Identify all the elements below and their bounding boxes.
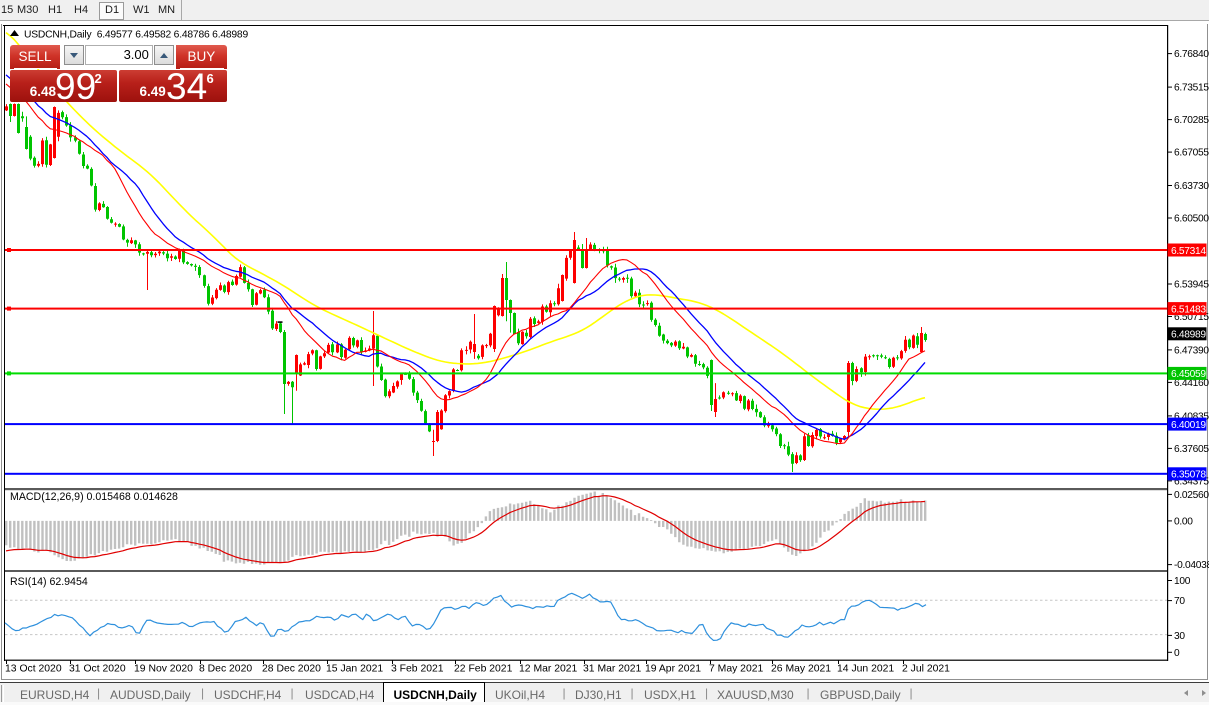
svg-text:6.60500: 6.60500 bbox=[1174, 214, 1209, 225]
svg-text:6.40835: 6.40835 bbox=[1174, 412, 1209, 423]
svg-text:6.48989: 6.48989 bbox=[1171, 330, 1206, 341]
svg-text:15 Jan 2021: 15 Jan 2021 bbox=[326, 664, 383, 675]
svg-text:0: 0 bbox=[1174, 648, 1180, 659]
svg-text:6.40019: 6.40019 bbox=[1171, 420, 1206, 431]
svg-text:6.45059: 6.45059 bbox=[1171, 369, 1206, 380]
svg-text:28 Dec 2020: 28 Dec 2020 bbox=[262, 664, 321, 675]
svg-text:6.34375: 6.34375 bbox=[1174, 477, 1209, 488]
svg-text:6.67055: 6.67055 bbox=[1174, 148, 1209, 159]
svg-text:MACD(12,26,9) 0.015468 0.01462: MACD(12,26,9) 0.015468 0.014628 bbox=[10, 491, 178, 503]
svg-text:19 Apr 2021: 19 Apr 2021 bbox=[645, 664, 701, 675]
svg-text:0.025609: 0.025609 bbox=[1174, 490, 1209, 501]
svg-text:3 Feb 2021: 3 Feb 2021 bbox=[391, 664, 444, 675]
svg-text:6.47390: 6.47390 bbox=[1174, 346, 1209, 357]
svg-text:6.51483: 6.51483 bbox=[1171, 304, 1206, 315]
svg-text:26 May 2021: 26 May 2021 bbox=[771, 664, 831, 675]
svg-text:13 Oct 2020: 13 Oct 2020 bbox=[5, 664, 62, 675]
svg-text:70: 70 bbox=[1174, 596, 1185, 607]
svg-text:100: 100 bbox=[1174, 576, 1191, 587]
svg-text:6.76840: 6.76840 bbox=[1174, 49, 1209, 60]
svg-text:8 Dec 2020: 8 Dec 2020 bbox=[199, 664, 252, 675]
svg-text:-0.040386: -0.040386 bbox=[1174, 560, 1209, 571]
svg-text:6.70285: 6.70285 bbox=[1174, 115, 1209, 126]
svg-text:6.37605: 6.37605 bbox=[1174, 444, 1209, 455]
svg-text:14 Jun 2021: 14 Jun 2021 bbox=[837, 664, 894, 675]
svg-text:30: 30 bbox=[1174, 631, 1185, 642]
svg-text:6.73515: 6.73515 bbox=[1174, 83, 1209, 94]
svg-text:6.53945: 6.53945 bbox=[1174, 280, 1209, 291]
svg-text:19 Nov 2020: 19 Nov 2020 bbox=[134, 664, 193, 675]
svg-text:31 Oct 2020: 31 Oct 2020 bbox=[69, 664, 126, 675]
svg-text:6.57314: 6.57314 bbox=[1171, 246, 1206, 257]
svg-text:2 Jul 2021: 2 Jul 2021 bbox=[902, 664, 950, 675]
svg-text:6.63730: 6.63730 bbox=[1174, 181, 1209, 192]
svg-text:RSI(14) 62.9454: RSI(14) 62.9454 bbox=[10, 576, 88, 588]
svg-text:7 May 2021: 7 May 2021 bbox=[709, 664, 764, 675]
svg-text:12 Mar 2021: 12 Mar 2021 bbox=[519, 664, 578, 675]
svg-text:USDCNH,Daily 6.49577 6.49582: USDCNH,Daily 6.49577 6.49582 6.48786 6.4… bbox=[24, 29, 248, 40]
svg-text:6.35078: 6.35078 bbox=[1171, 470, 1206, 481]
svg-text:0.00: 0.00 bbox=[1174, 517, 1193, 528]
svg-text:31 Mar 2021: 31 Mar 2021 bbox=[583, 664, 642, 675]
svg-text:22 Feb 2021: 22 Feb 2021 bbox=[454, 664, 513, 675]
svg-text:6.44160: 6.44160 bbox=[1174, 378, 1209, 389]
svg-text:6.50715: 6.50715 bbox=[1174, 312, 1209, 323]
